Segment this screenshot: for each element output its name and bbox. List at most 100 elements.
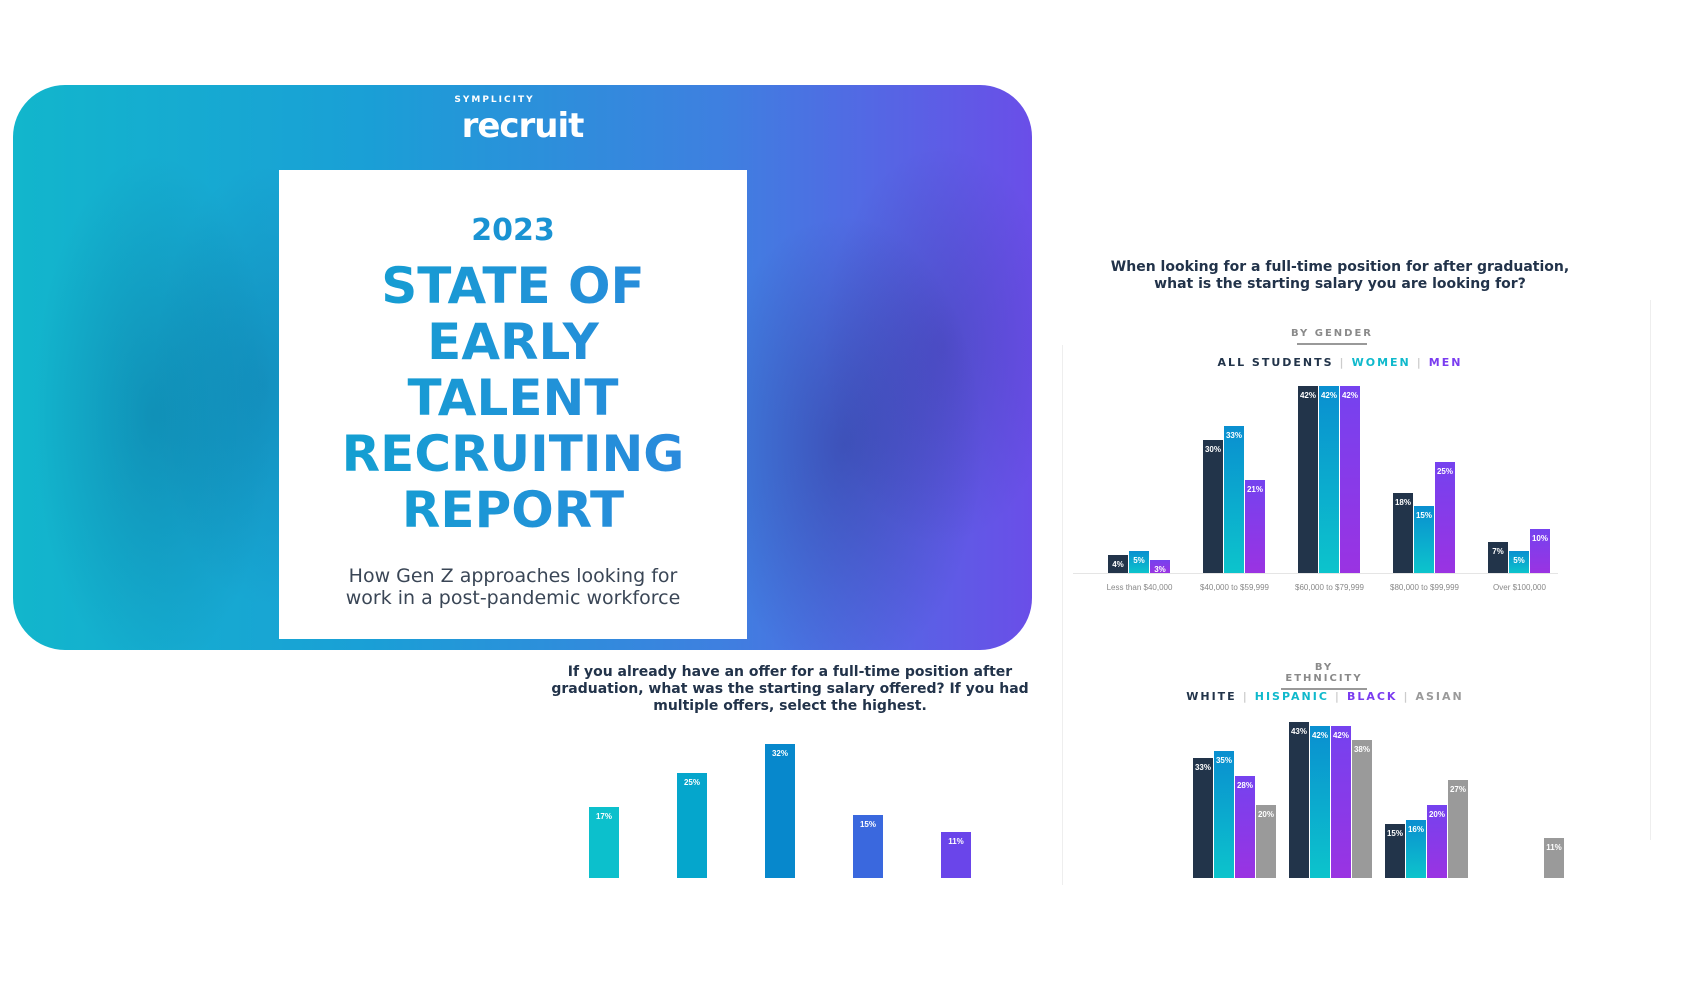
chart-bar: 20%	[1256, 805, 1276, 878]
chart-bar: 4%	[1108, 555, 1128, 573]
chart-bar: 43%	[1289, 721, 1309, 878]
chart-bar: 35%	[1214, 750, 1234, 878]
question-offer-title: If you already have an offer for a full-…	[540, 664, 1040, 715]
legend-item: WOMEN	[1351, 356, 1411, 369]
bar-value-label: 43%	[1290, 726, 1307, 736]
bar-value-label: 25%	[1436, 466, 1453, 476]
title-line: EARLY	[427, 313, 599, 371]
question-gender-title: When looking for a full-time position fo…	[1060, 259, 1620, 293]
chart-bar: 27%	[1448, 779, 1468, 878]
bar-value-label: 11%	[948, 836, 964, 846]
legend-item: WHITE	[1186, 690, 1237, 703]
legend-item: BLACK	[1346, 690, 1398, 703]
x-axis-label: $40,000 to $59,999	[1200, 583, 1269, 592]
bar-value-label: 3%	[1154, 564, 1166, 574]
question-line: When looking for a full-time position fo…	[1110, 259, 1570, 275]
chart-bar: 21%	[1245, 479, 1265, 573]
title-line: TALENT	[407, 369, 619, 427]
section-by-ethnicity: BY ETHNICITY	[1279, 662, 1369, 690]
bar-value-label: 42%	[1332, 730, 1349, 740]
x-axis-line	[1073, 573, 1558, 574]
chart-bar: 42%	[1340, 386, 1360, 573]
question-line: multiple offers, select the highest.	[653, 698, 927, 714]
legend-item: ASIAN	[1415, 690, 1464, 703]
bar-value-label: 21%	[1246, 484, 1263, 494]
chart-bar: 25%	[677, 773, 707, 878]
legend-separator: |	[1339, 356, 1346, 369]
x-axis-label: Less than $40,000	[1106, 583, 1173, 592]
chart-bar: 3%	[1150, 559, 1170, 574]
chart-bar: 18%	[1393, 492, 1413, 573]
question-line: what is the starting salary you are look…	[1154, 276, 1526, 292]
chart-bar: 11%	[941, 831, 971, 878]
bar-value-label: 4%	[1112, 560, 1124, 570]
ethnicity-legend: WHITE | HISPANIC | BLACK | ASIAN	[1080, 690, 1570, 703]
chart-bar: 42%	[1331, 725, 1351, 878]
legend-separator: |	[1416, 356, 1423, 369]
legend-item: MEN	[1428, 356, 1463, 369]
chart-bar: 10%	[1530, 528, 1550, 573]
chart-bar: 33%	[1193, 758, 1213, 878]
chart-bar: 33%	[1224, 426, 1244, 573]
chart-bar: 16%	[1406, 819, 1426, 878]
legend-separator: |	[1403, 690, 1410, 703]
cover-title: STATE OF EARLY TALENT RECRUITING REPORT	[279, 258, 747, 538]
chart-bar: 32%	[765, 743, 795, 878]
bar-value-label: 20%	[1428, 810, 1445, 820]
x-axis-label: Over $100,000	[1493, 583, 1546, 592]
chart-bar: 38%	[1352, 740, 1372, 878]
bar-value-label: 16%	[1407, 824, 1424, 834]
chart-bar: 15%	[1414, 506, 1434, 573]
section-underline	[1297, 343, 1367, 345]
chart-bar: 25%	[1435, 461, 1455, 573]
chart-bar: 17%	[589, 806, 619, 878]
gender-legend: ALL STUDENTS | WOMEN | MEN	[1080, 356, 1600, 369]
bar-value-label: 42%	[1311, 730, 1328, 740]
panel-divider	[1650, 300, 1651, 840]
bar-value-label: 38%	[1353, 745, 1370, 755]
bar-value-label: 28%	[1236, 781, 1253, 791]
title-line: STATE OF	[381, 257, 645, 315]
chart-bar: 30%	[1203, 439, 1223, 573]
title-line: REPORT	[401, 481, 625, 539]
chart-bar: 15%	[1385, 823, 1405, 878]
bar-value-label: 10%	[1531, 533, 1548, 543]
x-axis-label: $80,000 to $99,999	[1390, 583, 1459, 592]
bar-value-label: 30%	[1204, 444, 1221, 454]
chart-bar: 5%	[1129, 550, 1149, 573]
section-label: BY GENDER	[1290, 328, 1374, 339]
bar-value-label: 33%	[1225, 431, 1242, 441]
section-label: BY ETHNICITY	[1285, 662, 1363, 684]
legend-item: HISPANIC	[1254, 690, 1329, 703]
bar-value-label: 42%	[1299, 391, 1316, 401]
bar-value-label: 35%	[1215, 755, 1232, 765]
x-axis-label: $60,000 to $79,999	[1295, 583, 1364, 592]
bar-value-label: 25%	[683, 778, 700, 788]
bar-value-label: 42%	[1341, 391, 1358, 401]
legend-item: ALL STUDENTS	[1217, 356, 1334, 369]
report-cover: SYMPLICITY recruit 2023 STATE OF EARLY T…	[13, 85, 1032, 650]
cover-subtitle: How Gen Z approaches looking for work in…	[279, 565, 747, 609]
chart-bar: 11%	[1544, 838, 1564, 878]
chart-bar: 42%	[1319, 386, 1339, 573]
chart-bar: 15%	[853, 815, 883, 878]
cover-title-box: 2023 STATE OF EARLY TALENT RECRUITING RE…	[279, 170, 747, 639]
chart-bar: 42%	[1298, 386, 1318, 573]
chart-bar: 5%	[1509, 550, 1529, 573]
bar-value-label: 33%	[1194, 763, 1211, 773]
bar-value-label: 5%	[1513, 555, 1525, 565]
subtitle-line: How Gen Z approaches looking for	[348, 565, 678, 587]
brand-logo: recruit	[461, 106, 585, 146]
bar-value-label: 27%	[1449, 784, 1466, 794]
cover-year: 2023	[471, 213, 555, 248]
bar-value-label: 15%	[1415, 511, 1432, 521]
legend-separator: |	[1334, 690, 1341, 703]
bar-value-label: 32%	[771, 748, 788, 758]
chart-bar: 7%	[1488, 541, 1508, 573]
bar-value-label: 7%	[1492, 546, 1504, 556]
bar-value-label: 42%	[1320, 391, 1337, 401]
question-line: If you already have an offer for a full-…	[567, 664, 1013, 680]
bar-value-label: 20%	[1257, 810, 1274, 820]
bar-value-label: 15%	[1386, 828, 1403, 838]
chart-bar: 20%	[1427, 805, 1447, 878]
